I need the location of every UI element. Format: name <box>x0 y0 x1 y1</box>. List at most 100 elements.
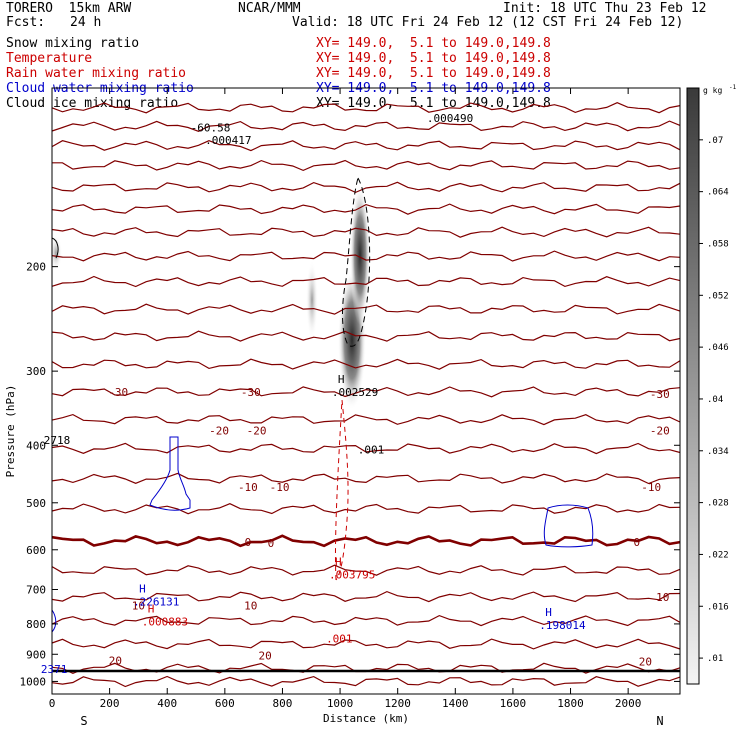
valid-time: Valid: 18 UTC Fri 24 Feb 12 (12 CST Fri … <box>292 15 684 30</box>
field-xy-2: XY= 149.0, 5.1 to 149.0,149.8 <box>316 66 551 81</box>
colorbar-unit-exponent: -1 <box>729 84 737 91</box>
isotherm-label: -30 <box>241 386 261 399</box>
isotherm-line <box>51 102 681 114</box>
isotherm-line <box>51 564 681 576</box>
x-tick-label: 200 <box>100 697 120 710</box>
colorbar-tick-label: .058 <box>707 239 729 249</box>
extremum-value: .000883 <box>142 616 188 629</box>
isotherm-line <box>51 614 681 627</box>
extremum-marker: H <box>335 556 342 569</box>
colorbar-tick-label: .07 <box>707 136 723 146</box>
x-tick-label: 1400 <box>442 697 469 710</box>
snow-upper <box>350 185 370 325</box>
y-tick-label: 1000 <box>20 675 47 688</box>
contour-labels: -30 -30 -30 -20 -20 -20 -10 -10 -10 0 0 0 10 10 10 20 20… <box>41 112 670 676</box>
snow-001-contour <box>342 176 371 347</box>
x-tick-label: 600 <box>215 697 235 710</box>
extremum-marker: H <box>139 582 146 595</box>
isotherm-line <box>51 330 681 342</box>
rain-001-contour <box>334 399 349 581</box>
isotherm-line <box>51 638 681 650</box>
snow-left-edge <box>50 235 62 271</box>
cloud-water-contour-left <box>149 436 191 511</box>
forecast-label: Fcst: <box>6 15 46 30</box>
isotherm-line <box>51 413 681 426</box>
colorbar-tick-label: .04 <box>707 395 723 405</box>
extremum-value: 2371 <box>41 663 68 676</box>
isotherm-label: 20 <box>109 654 122 667</box>
south-end-label: S <box>80 714 87 728</box>
x-tick-label: 1200 <box>384 697 411 710</box>
cloud-water-edge-left <box>51 609 57 633</box>
isotherm-line <box>51 590 681 603</box>
y-tick-label: 900 <box>26 648 46 661</box>
isotherm-label: 10 <box>132 600 145 613</box>
colorbar <box>686 87 700 685</box>
cloud-water-contour-right <box>543 504 594 548</box>
extremum-marker: H <box>545 606 552 619</box>
extremum-value: .003795 <box>329 569 375 582</box>
isotherm-line <box>51 442 681 455</box>
plot-frame <box>51 87 681 695</box>
isotherm-label: 0 <box>245 536 252 549</box>
isotherm-label: -20 <box>650 425 670 438</box>
extremum-marker: H <box>338 373 345 386</box>
temperature-contours <box>51 102 681 688</box>
field-name-1: Temperature <box>6 51 93 66</box>
forecast-hour: 24 h <box>70 15 102 30</box>
org-label: NCAR/MMM <box>238 1 301 16</box>
field-name-2: Rain water mixing ratio <box>6 66 187 81</box>
isotherm-label: -10 <box>641 481 661 494</box>
x-axis-title: Distance (km) <box>323 712 409 725</box>
model-title: TORERO 15km ARW <box>6 1 132 16</box>
field-xy-4: XY= 149.0, 5.1 to 149.0,149.8 <box>316 96 551 111</box>
extremum-value: .001 <box>326 632 353 645</box>
x-tick-label: 1800 <box>557 697 584 710</box>
isotherm-label: -30 <box>108 386 128 399</box>
isotherm-label: 0 <box>268 537 275 550</box>
colorbar-unit: g kg <box>703 86 722 95</box>
isotherm-label: -10 <box>238 481 258 494</box>
y-tick-label: 200 <box>26 261 46 274</box>
extremum-value: .000490 <box>427 112 473 125</box>
extremum-value: .000417 <box>205 134 251 147</box>
colorbar-tick-label: .01 <box>707 654 723 664</box>
extremum-value: 2718 <box>44 434 71 447</box>
isotherm-label: -20 <box>209 425 229 438</box>
isotherm-line <box>51 275 681 288</box>
field-name-0: Snow mixing ratio <box>6 36 140 51</box>
isotherm-label: 20 <box>259 650 272 663</box>
y-tick-label: 400 <box>26 439 46 452</box>
x-tick-label: 2000 <box>615 697 642 710</box>
isotherm-label: -30 <box>650 388 670 401</box>
x-tick-label: 800 <box>273 697 293 710</box>
isotherm-label: 10 <box>656 591 669 604</box>
isotherm-line <box>51 120 681 132</box>
colorbar-tick-label: .064 <box>707 188 729 198</box>
feature-contours <box>51 176 594 633</box>
snow-side <box>306 260 318 340</box>
isotherm-label: -10 <box>270 481 290 494</box>
isotherm-label: 20 <box>639 655 652 668</box>
y-tick-label: 300 <box>26 365 46 378</box>
extremum-value: .002529 <box>332 386 378 399</box>
north-end-label: N <box>656 714 663 728</box>
isotherm-label: 0 <box>633 536 640 549</box>
init-time: Init: 18 UTC Thu 23 Feb 12 <box>503 1 707 16</box>
y-tick-label: 500 <box>26 497 46 510</box>
extremum-value: .001 <box>358 443 385 456</box>
isotherm-line <box>51 358 681 370</box>
extremum-value: .198014 <box>539 619 586 632</box>
isotherm-line <box>51 675 681 688</box>
isotherm-line <box>51 226 681 238</box>
y-tick-label: 700 <box>26 584 46 597</box>
isotherm-line <box>51 503 681 515</box>
y-axis-title: Pressure (hPa) <box>4 385 17 478</box>
isotherm-line <box>51 203 681 215</box>
field-name-4: Cloud ice mixing ratio <box>6 96 179 111</box>
isotherm-line <box>51 534 681 548</box>
ice-edge-left <box>51 237 59 259</box>
isotherm-line <box>51 472 681 485</box>
isotherm-line <box>51 181 681 194</box>
